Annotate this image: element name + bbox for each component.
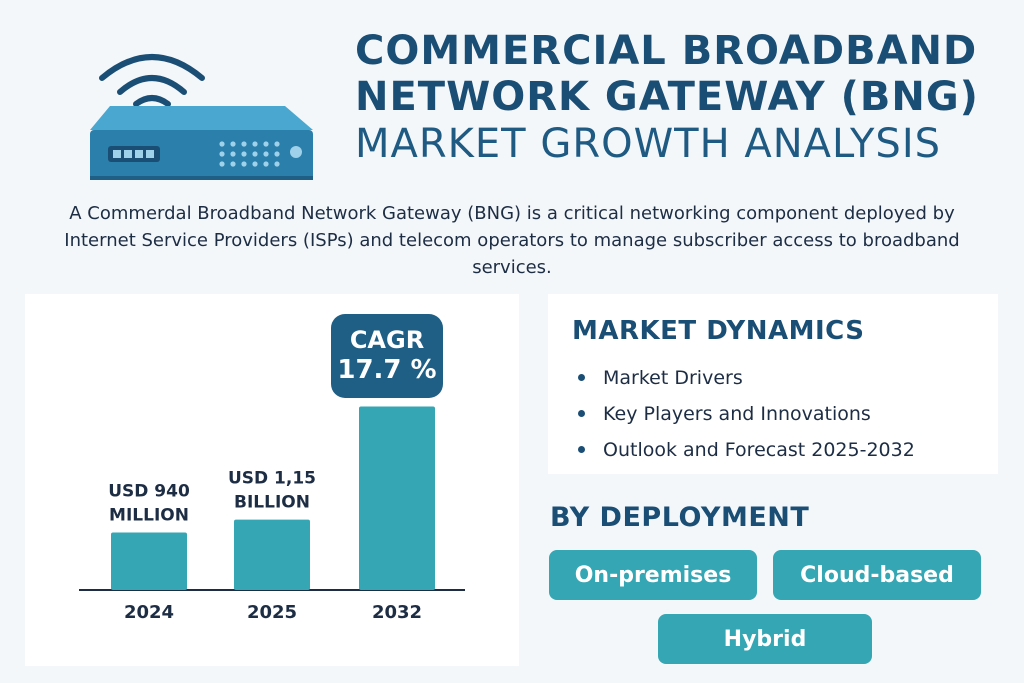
bar-data-label: BILLION bbox=[234, 493, 310, 513]
bullet-icon bbox=[578, 373, 585, 381]
bar-2025 bbox=[234, 519, 310, 590]
title-line-1: COMMERCIAL BROADBAND bbox=[355, 28, 978, 74]
x-tick-label: 2025 bbox=[247, 602, 297, 623]
title-line-2: NETWORK GATEWAY (BNG) bbox=[355, 74, 979, 120]
list-item-label: Key Players and Innovations bbox=[603, 403, 871, 425]
page-title: COMMERCIAL BROADBAND NETWORK GATEWAY (BN… bbox=[355, 28, 995, 168]
list-item: Market Drivers bbox=[574, 360, 915, 396]
market-dynamics-list: Market Drivers Key Players and Innovatio… bbox=[574, 360, 915, 468]
deployment-cloud-based: Cloud-based bbox=[773, 550, 981, 600]
list-item: Key Players and Innovations bbox=[574, 396, 915, 432]
x-tick-label: 2024 bbox=[124, 602, 174, 623]
market-dynamics-title: MARKET DYNAMICS bbox=[572, 316, 865, 346]
title-line-3: MARKET GROWTH ANALYSIS bbox=[355, 121, 942, 167]
bar-data-label: USD 940 bbox=[108, 481, 190, 501]
deployment-hybrid: Hybrid bbox=[658, 614, 872, 664]
deployment-on-premises: On-premises bbox=[549, 550, 757, 600]
cagr-label: CAGR bbox=[349, 326, 425, 354]
cagr-value: 17.7 % bbox=[337, 355, 437, 385]
list-item-label: Outlook and Forecast 2025-2032 bbox=[603, 439, 915, 461]
list-item: Outlook and Forecast 2025-2032 bbox=[574, 432, 915, 468]
bar-2024 bbox=[111, 532, 187, 590]
bar-data-label: MILLION bbox=[109, 505, 189, 525]
deployment-title: BY DEPLOYMENT bbox=[550, 502, 810, 533]
bar-data-label: USD 1,15 bbox=[228, 469, 316, 489]
bullet-icon bbox=[578, 445, 585, 453]
cagr-badge: CAGR 17.7 % bbox=[331, 314, 443, 398]
list-item-label: Market Drivers bbox=[603, 367, 743, 389]
router-wifi-icon bbox=[90, 54, 313, 180]
bullet-icon bbox=[578, 409, 585, 417]
market-dynamics-card: MARKET DYNAMICS Market Drivers Key Playe… bbox=[548, 294, 998, 474]
bar-2032 bbox=[359, 406, 435, 590]
chart-card: 2024 USD 940 MILLION 2025 USD 1,15 BILLION 203… bbox=[25, 294, 519, 666]
description: A Commerdal Broadband Network Gateway (B… bbox=[64, 203, 960, 278]
bar-chart: 2024 USD 940 MILLION 2025 USD 1,15 BILLION 203… bbox=[79, 406, 465, 623]
x-tick-label: 2032 bbox=[372, 602, 422, 623]
